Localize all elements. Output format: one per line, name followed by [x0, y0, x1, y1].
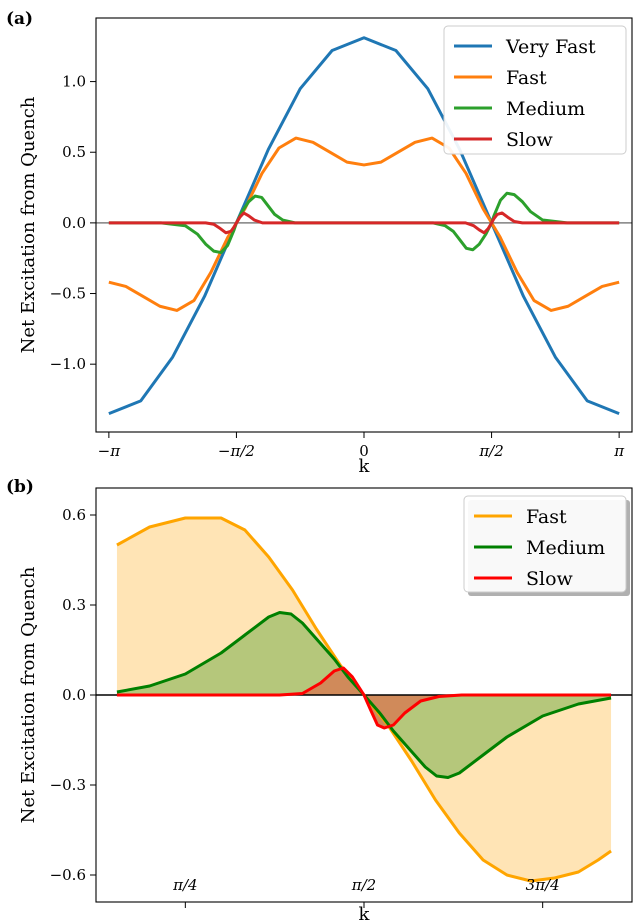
legend-label-slow: Slow — [526, 568, 574, 590]
series-line-very-fast — [108, 36, 620, 416]
y-tick-label: −0.5 — [50, 285, 86, 303]
series-line-slow — [108, 211, 620, 235]
x-tick-label: π/2 — [351, 876, 376, 894]
legend-label-very-fast: Very Fast — [505, 36, 596, 58]
x-tick-label: π/4 — [172, 876, 197, 894]
x-tick-label: 3π/4 — [526, 876, 560, 894]
series-line-fast — [108, 136, 620, 312]
legend-label-medium: Medium — [526, 537, 605, 559]
x-tick-label: 0 — [359, 442, 369, 460]
y-tick-label: −0.3 — [50, 776, 86, 794]
x-tick-label: π — [613, 442, 625, 460]
plot-area — [96, 36, 632, 416]
area-fast — [116, 518, 612, 881]
y-tick-label: 0.5 — [62, 143, 86, 161]
panel-label: (b) — [6, 477, 34, 497]
y-axis-label: Net Excitation from Quench — [18, 566, 39, 823]
x-axis-label: k — [359, 904, 371, 924]
legend-label-slow: Slow — [506, 129, 554, 151]
x-tick-label: −π/2 — [218, 442, 255, 460]
panel-a: −π −π/2 0 π/2 π 1.0 0.5 0.0 −0.5 −1.0 k Net Excitat… — [6, 9, 633, 477]
legend-label-fast: Fast — [526, 506, 567, 528]
x-tick-label: π/2 — [478, 442, 503, 460]
panel-b: π/4 π/2 3π/4 0.6 0.3 0.0 −0.3 −0.6 k Net Excitati… — [6, 477, 633, 924]
legend-box — [463, 495, 627, 593]
y-tick-label: 0.3 — [62, 596, 86, 614]
legend-label-fast: Fast — [506, 67, 547, 89]
plot-area — [96, 516, 632, 883]
y-tick-label: −1.0 — [50, 355, 86, 373]
y-tick-label: −0.6 — [50, 866, 86, 884]
panel-label: (a) — [6, 9, 33, 29]
y-tick-label: 0.6 — [62, 506, 86, 524]
y-tick-label: 0.0 — [62, 214, 86, 232]
y-axis-label: Net Excitation from Quench — [18, 96, 39, 353]
legend: Fast Medium Slow — [463, 495, 630, 596]
legend-box — [443, 25, 627, 155]
x-tick-label: −π — [98, 442, 122, 460]
x-axis-label: k — [359, 456, 371, 477]
y-tick-label: 0.0 — [62, 686, 86, 704]
legend-label-medium: Medium — [506, 98, 585, 120]
legend: Very Fast Fast Medium Slow — [443, 25, 627, 155]
y-tick-label: 1.0 — [62, 73, 86, 91]
series-line-slow — [116, 666, 612, 730]
